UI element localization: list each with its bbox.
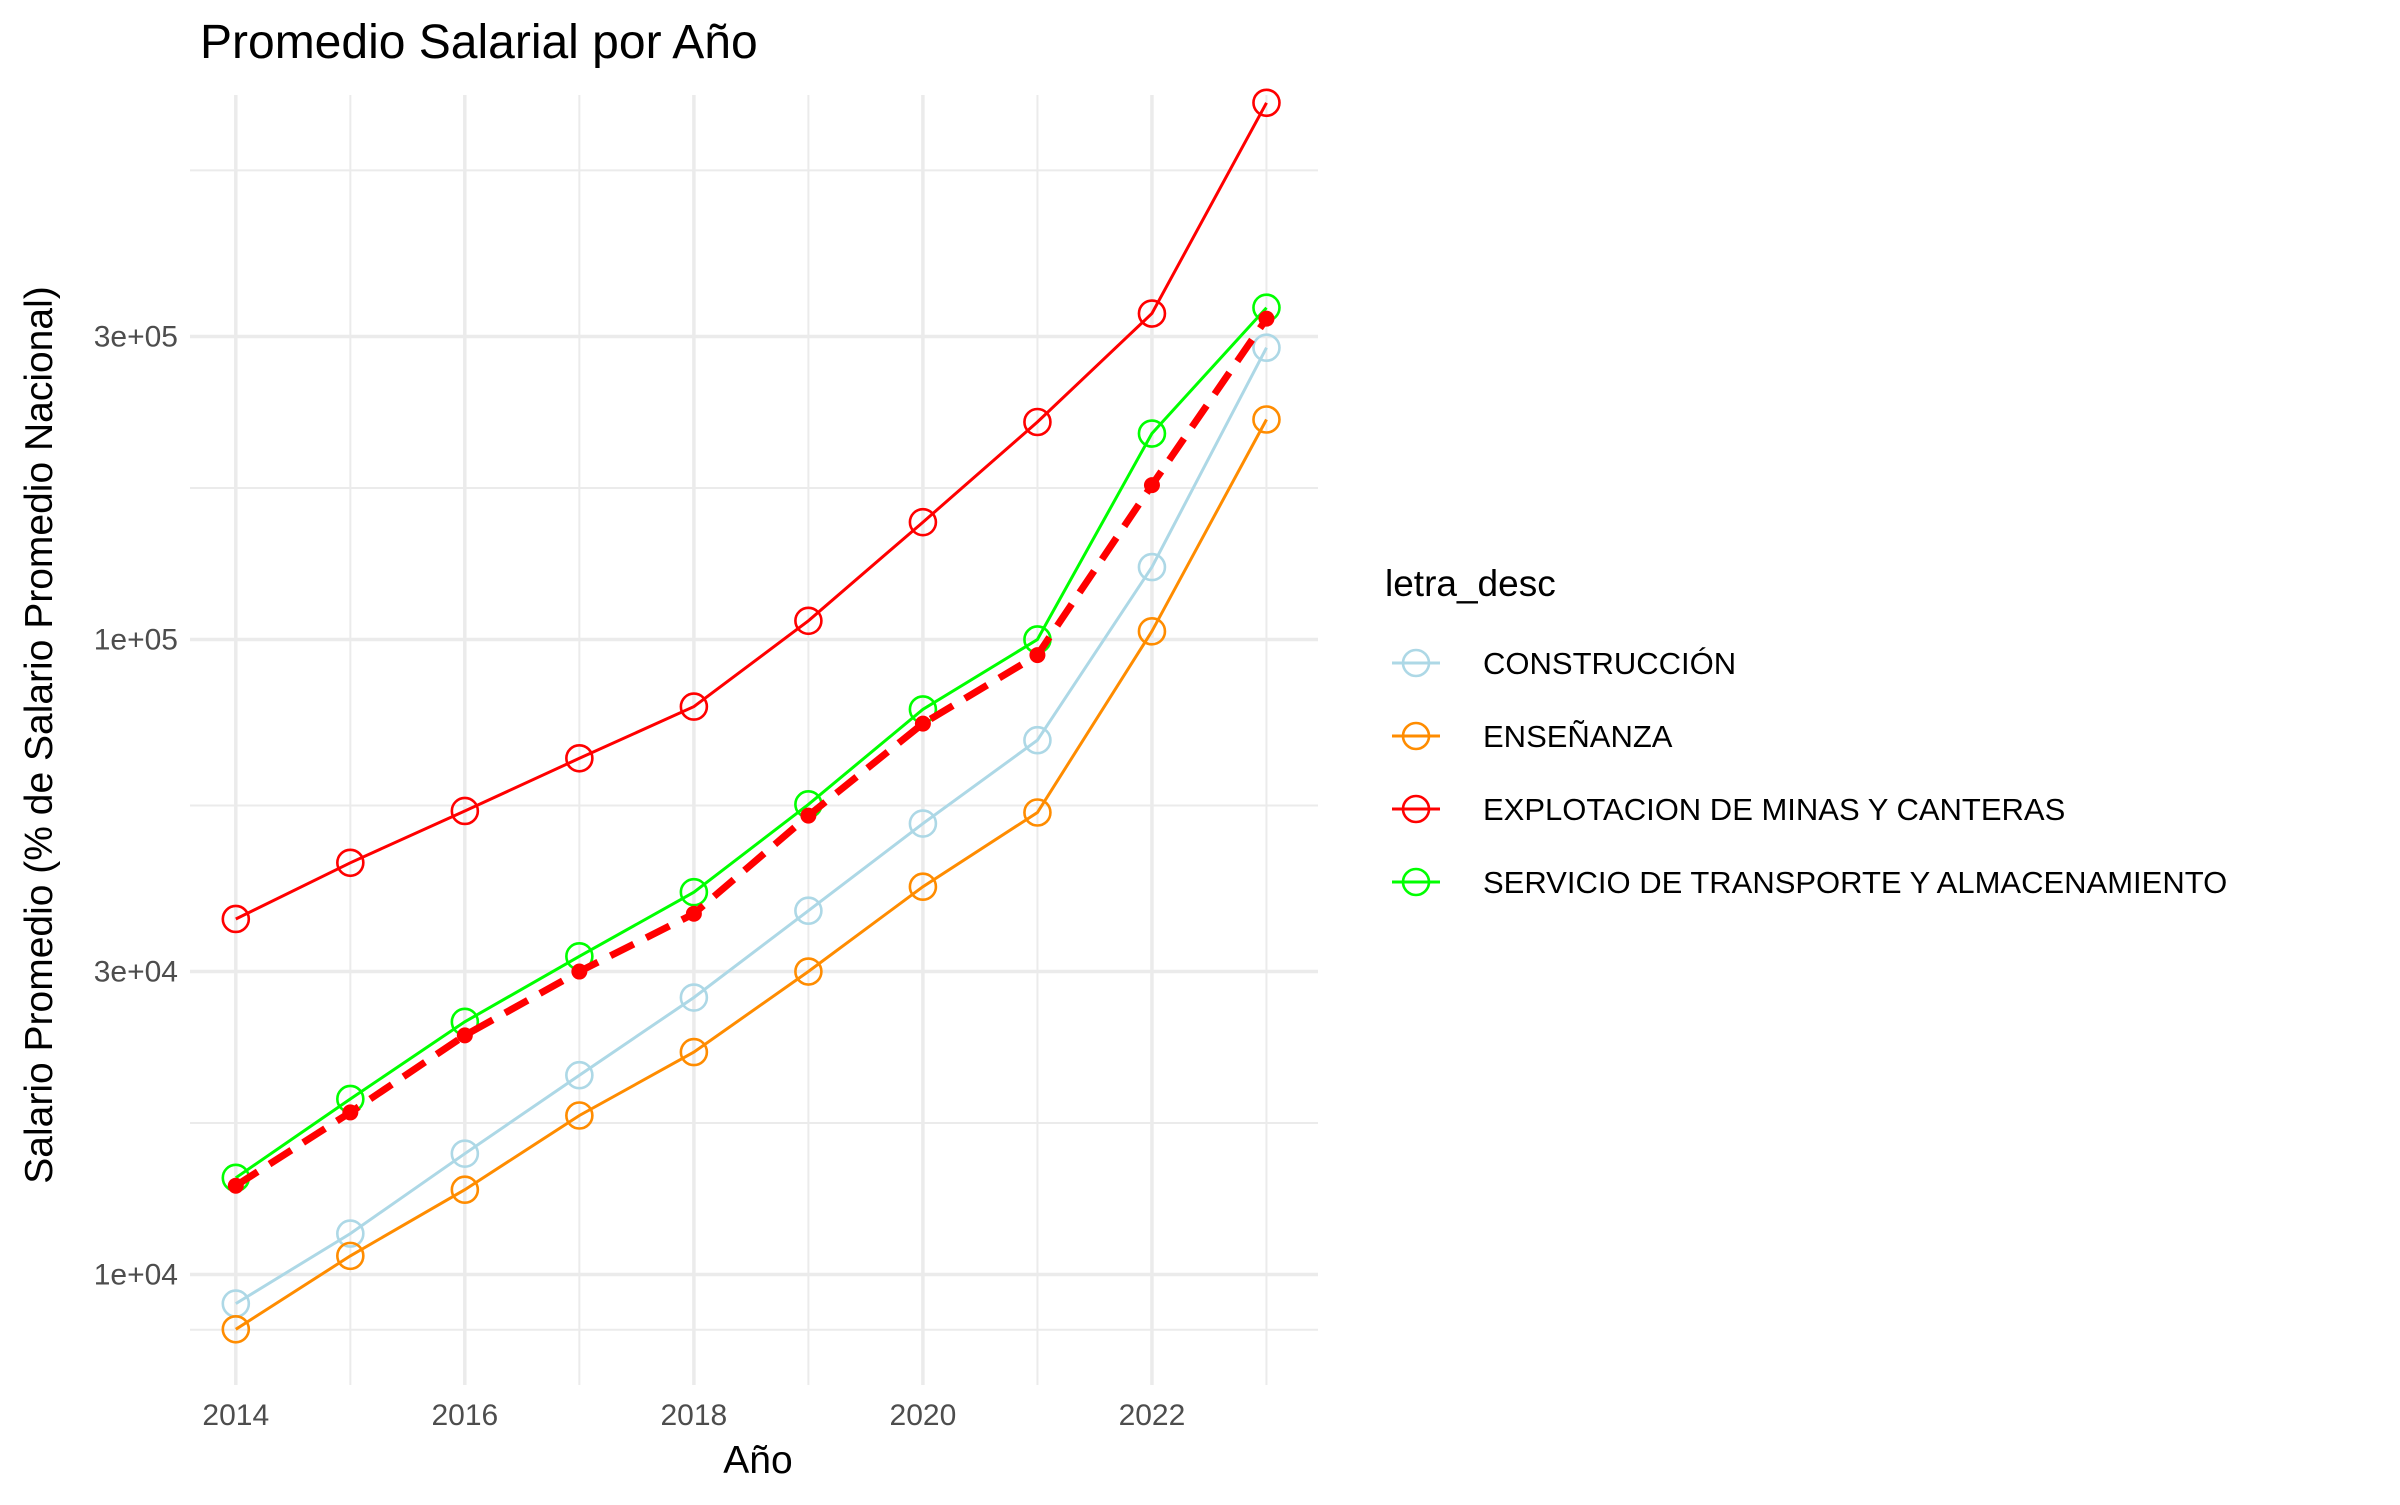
series-point — [221, 904, 251, 934]
reference-point — [456, 1027, 473, 1044]
y-axis-ticks: 1e+04 3e+04 1e+05 3e+05 — [94, 320, 178, 1291]
legend-label: EXPLOTACION DE MINAS Y CANTERAS — [1483, 792, 2065, 827]
x-axis-title: Año — [723, 1439, 792, 1482]
series-point — [450, 796, 480, 826]
legend-item: ENSEÑANZA — [1392, 719, 1673, 754]
series-point — [679, 983, 709, 1012]
legend-label: CONSTRUCCIÓN — [1483, 646, 1736, 681]
series-point — [794, 896, 823, 926]
series-point — [336, 1219, 365, 1248]
series-point — [679, 692, 709, 721]
series-point — [221, 1314, 251, 1344]
series-point — [1137, 552, 1167, 582]
x-axis-ticks: 2014 2016 2018 2020 2022 — [202, 1399, 1185, 1432]
y-tick-label: 3e+04 — [94, 956, 178, 989]
series-point — [908, 872, 938, 902]
reference-point — [914, 715, 931, 732]
reference-point — [571, 963, 588, 980]
reference-point — [800, 807, 817, 824]
series-point — [1023, 798, 1052, 827]
legend: letra_desc CONSTRUCCIÓN ENSEÑANZA EXPLOTAC… — [1385, 563, 2227, 900]
chart-title: Promedio Salarial por Año — [200, 16, 758, 69]
series-group — [221, 88, 1281, 1344]
legend-key-marker — [1401, 794, 1431, 824]
series-point — [336, 848, 365, 878]
legend-item: CONSTRUCCIÓN — [1392, 646, 1736, 681]
reference-line-group — [227, 310, 1275, 1194]
y-tick-label: 3e+05 — [94, 320, 178, 353]
series-point — [1137, 617, 1167, 646]
legend-label: SERVICIO DE TRANSPORTE Y ALMACENAMIENTO — [1483, 865, 2227, 900]
series-point — [1023, 407, 1052, 437]
series-point — [565, 1101, 594, 1130]
x-tick-label: 2016 — [431, 1399, 498, 1432]
series-point — [908, 809, 938, 838]
reference-point — [685, 905, 702, 922]
series-point — [565, 743, 594, 773]
series-point — [450, 1139, 480, 1168]
series-point — [450, 1175, 480, 1205]
x-tick-label: 2018 — [661, 1399, 728, 1432]
y-axis-title: Salario Promedio (% de Salario Promedio … — [18, 286, 61, 1183]
series-point — [565, 1060, 594, 1090]
reference-point — [342, 1104, 359, 1121]
legend-key-marker — [1401, 721, 1431, 751]
series-point — [1252, 405, 1281, 434]
y-tick-label: 1e+05 — [94, 623, 178, 656]
reference-point — [227, 1177, 244, 1194]
reference-point — [1258, 310, 1275, 327]
series-point — [794, 606, 823, 636]
legend-key-marker — [1401, 648, 1431, 678]
series-line — [235, 347, 1268, 1305]
series-point — [1137, 299, 1167, 328]
legend-title: letra_desc — [1385, 563, 1556, 604]
legend-key-marker — [1401, 867, 1431, 897]
legend-label: ENSEÑANZA — [1483, 719, 1673, 754]
grid — [190, 95, 1318, 1385]
series-point — [1252, 333, 1281, 363]
series-line — [234, 306, 1268, 1180]
series-point — [679, 1037, 709, 1067]
x-tick-label: 2020 — [890, 1399, 957, 1432]
y-tick-label: 1e+04 — [94, 1259, 178, 1292]
series-point — [908, 507, 938, 537]
series-line — [234, 418, 1268, 1331]
legend-item: SERVICIO DE TRANSPORTE Y ALMACENAMIENTO — [1392, 865, 2227, 900]
legend-item: EXPLOTACION DE MINAS Y CANTERAS — [1392, 792, 2065, 827]
x-tick-label: 2022 — [1119, 1399, 1186, 1432]
reference-point — [1029, 647, 1046, 664]
series-point — [1137, 419, 1167, 448]
reference-point — [1143, 477, 1160, 494]
x-tick-label: 2014 — [202, 1399, 269, 1432]
series-point — [679, 877, 709, 907]
series-point — [1023, 725, 1052, 755]
series-line — [235, 102, 1268, 921]
series-point — [336, 1241, 365, 1271]
reference-line — [233, 316, 1270, 1189]
series-point — [1252, 88, 1281, 118]
series-point — [794, 957, 823, 986]
